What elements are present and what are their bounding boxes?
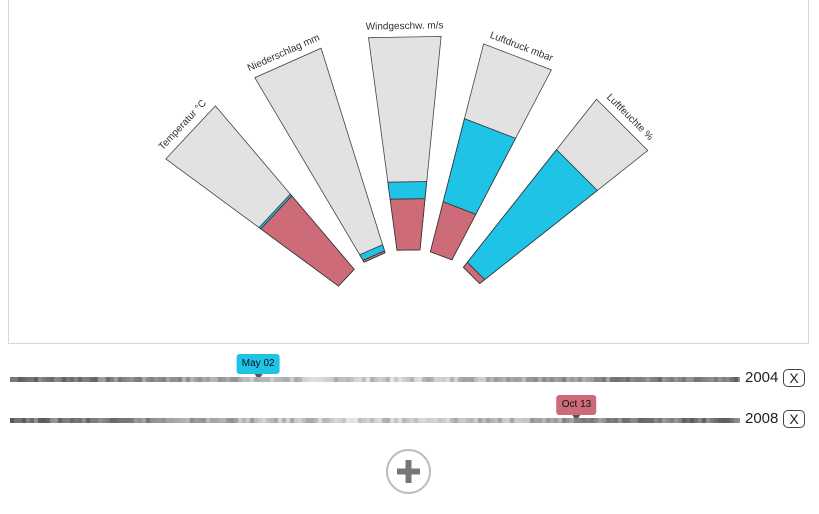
remove-timeline-button[interactable]: X [783,410,805,428]
selected-date-label: May 02 [241,358,275,369]
bar-segment-2004 [387,181,428,200]
timeline-year: 2004 [745,369,779,386]
selected-date-label: Oct 13 [561,399,592,410]
axis-label: Windgeschw. m/s [366,20,444,32]
timeline-track[interactable] [10,377,740,382]
bar-segment-2004 [258,193,293,230]
bar-segment-2004 [359,244,385,261]
bar-segment-2008 [389,198,426,251]
selected-date-tooltip: May 02 [236,354,280,380]
remove-timeline-button[interactable]: X [783,369,805,387]
chart-panel: Temperatur °C Niederschlag mm Windgeschw. … [8,0,809,344]
timeline-year: 2008 [745,410,779,427]
timeline-track[interactable] [10,418,740,423]
selected-date-tooltip: Oct 13 [556,395,597,421]
bar-segment-2004 [442,118,517,215]
add-timeline-button[interactable] [386,449,431,494]
plus-icon [397,460,420,483]
bar-segment-2004 [466,148,599,281]
